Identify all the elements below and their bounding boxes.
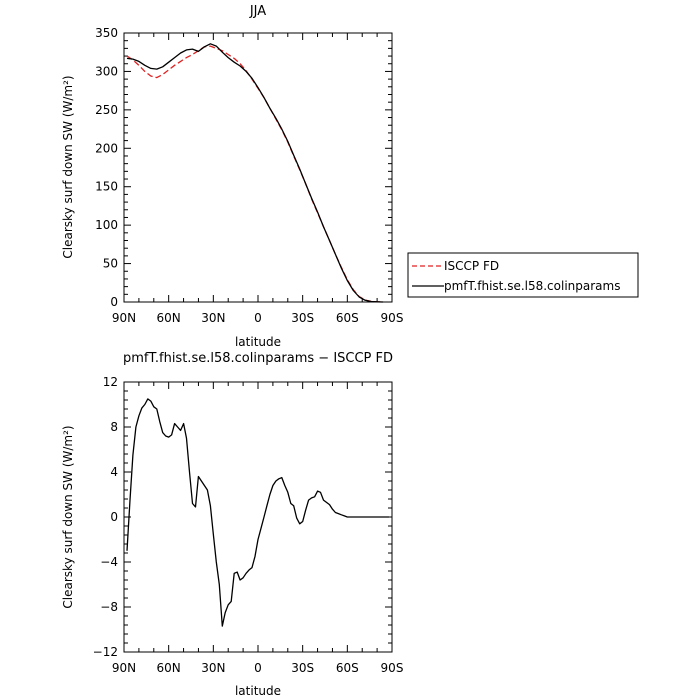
legend-label-isccp: ISCCP FD [444, 259, 499, 273]
top-ylabel: Clearsky surf down SW (W/m²) [61, 75, 75, 258]
bottom-ylabel: Clearsky surf down SW (W/m²) [61, 425, 75, 608]
y-tick-label: 0 [110, 510, 118, 524]
x-tick-label: 60S [336, 311, 359, 325]
y-tick-label: −8 [100, 600, 118, 614]
x-tick-label: 90N [112, 311, 136, 325]
x-tick-label: 30N [201, 661, 225, 675]
top-xlabel: latitude [235, 335, 281, 349]
y-tick-label: 50 [103, 257, 118, 271]
bottom-plot-frame [123, 381, 393, 653]
top-panel: JJA Clearsky surf down SW (W/m²) latitud… [61, 4, 403, 349]
y-tick-label: 250 [95, 103, 118, 117]
y-tick-label: 350 [95, 26, 118, 40]
series-line-pmft-fhist-se-l58-colinparams [126, 43, 384, 303]
legend-box [407, 252, 639, 298]
x-tick-label: 30N [201, 311, 225, 325]
x-tick-label: 60S [336, 661, 359, 675]
y-tick-label: 300 [95, 64, 118, 78]
x-tick-label: 90S [381, 661, 404, 675]
x-tick-label: 30S [291, 661, 314, 675]
legend-label-pmft: pmfT.fhist.se.l58.colinparams [444, 279, 620, 293]
x-tick-label: 30S [291, 311, 314, 325]
x-tick-label: 60N [157, 661, 181, 675]
y-tick-label: 8 [110, 420, 118, 434]
series-line-isccp-fd [126, 45, 384, 303]
y-tick-label: −4 [100, 555, 118, 569]
y-tick-label: 0 [110, 295, 118, 309]
x-tick-label: 90N [112, 661, 136, 675]
x-tick-label: 0 [254, 661, 262, 675]
bottom-panel: pmfT.fhist.se.l58.colinparams − ISCCP FD… [61, 351, 403, 698]
y-tick-label: 200 [95, 141, 118, 155]
top-plot-frame [123, 32, 393, 303]
top-title: JJA [249, 4, 266, 19]
y-tick-label: 12 [103, 375, 118, 389]
y-tick-label: −12 [93, 645, 118, 659]
legend: ISCCP FD pmfT.fhist.se.l58.colinparams [407, 252, 639, 298]
y-tick-label: 4 [110, 465, 118, 479]
bottom-title: pmfT.fhist.se.l58.colinparams − ISCCP FD [123, 351, 393, 366]
series-line-diff-0 [126, 398, 389, 627]
bottom-xlabel: latitude [235, 684, 281, 698]
y-tick-label: 150 [95, 180, 118, 194]
y-tick-label: 100 [95, 218, 118, 232]
x-tick-label: 60N [157, 311, 181, 325]
x-tick-label: 90S [381, 311, 404, 325]
x-tick-label: 0 [254, 311, 262, 325]
